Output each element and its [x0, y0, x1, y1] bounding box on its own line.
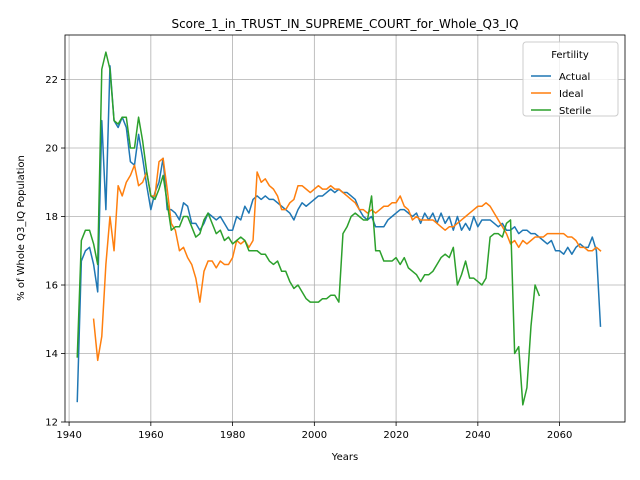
x-axis-label: Years — [331, 452, 358, 463]
legend-label-actual: Actual — [559, 72, 590, 83]
x-tick-label: 2020 — [383, 430, 408, 441]
series-group — [76, 51, 602, 406]
x-tick-label: 1980 — [220, 430, 245, 441]
legend-box — [522, 41, 619, 117]
x-tick-label: 1960 — [138, 430, 163, 441]
x-tick-label: 2040 — [465, 430, 490, 441]
chart-title: Score_1_in_TRUST_IN_SUPREME_COURT_for_Wh… — [171, 17, 518, 31]
y-tick-label: 16 — [45, 281, 58, 292]
legend-title: Fertility — [551, 50, 589, 61]
y-tick-label: 20 — [45, 144, 58, 155]
x-tick-label: 2000 — [302, 430, 327, 441]
legend: Fertility Actual Ideal Sterile — [522, 41, 619, 117]
series-line-sterile — [76, 51, 541, 406]
x-tick-label: 1940 — [56, 430, 81, 441]
series-line-ideal — [92, 157, 602, 362]
plot-frame — [64, 34, 626, 423]
y-tick-label: 22 — [45, 75, 58, 86]
x-axis-ticks: 1940 1960 1980 2000 2020 2040 2060 — [56, 422, 572, 441]
y-tick-label: 18 — [45, 212, 58, 223]
legend-label-ideal: Ideal — [559, 89, 583, 100]
legend-label-sterile: Sterile — [559, 106, 591, 117]
y-axis-label: % of Whole Q3_IQ Population — [16, 155, 27, 301]
y-tick-label: 14 — [45, 349, 58, 360]
y-tick-label: 12 — [45, 418, 58, 429]
x-tick-label: 2060 — [547, 430, 572, 441]
y-axis-ticks: 12 14 16 18 20 22 — [45, 75, 65, 429]
